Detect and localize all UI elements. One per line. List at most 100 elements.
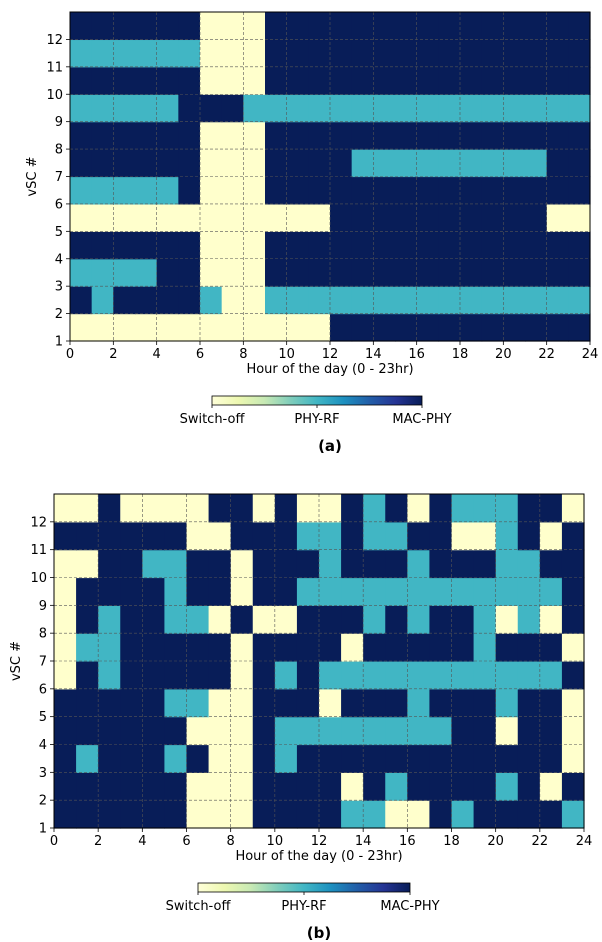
heatmap-cell [98, 549, 121, 579]
heatmap-cell [481, 286, 504, 315]
heatmap-cell [438, 121, 461, 150]
heatmap-cell [296, 605, 320, 634]
heatmap-cell [178, 94, 201, 123]
heatmap-cell [373, 231, 396, 260]
heatmap-cell [98, 521, 121, 551]
heatmap-cell [243, 121, 266, 150]
heatmap-cell [142, 661, 166, 690]
heatmap-cell [186, 744, 210, 773]
heatmap-cell [385, 577, 408, 606]
heatmap-cell [135, 313, 158, 342]
heatmap-cell [308, 94, 331, 123]
heatmap-cell [546, 231, 569, 260]
heatmap-cell [429, 800, 453, 829]
heatmap-cell [286, 149, 309, 178]
heatmap-cell [407, 521, 431, 551]
x-tick-label: 22 [532, 834, 549, 849]
heatmap-cell [286, 94, 309, 123]
heatmap-cell [274, 716, 298, 746]
heatmap-cell [186, 772, 210, 801]
heatmap-cell [54, 688, 77, 718]
heatmap-cell [120, 605, 143, 634]
colorbar-ticks-b [197, 892, 411, 895]
heatmap-cell [429, 716, 453, 746]
heatmap-cell [296, 800, 320, 829]
heatmap-cell [546, 12, 569, 41]
y-tick-label: 8 [39, 627, 47, 642]
heatmap-cell [395, 203, 418, 232]
heatmap-cell [252, 494, 276, 523]
heatmap-cell [460, 149, 483, 178]
heatmap-cell [98, 688, 121, 718]
heatmap-cell [319, 716, 342, 746]
heatmap-cell [186, 688, 210, 718]
heatmap-cell [407, 577, 431, 606]
colorbar-gradient-a [211, 395, 423, 406]
colorbar-label-switch-off-b: Switch-off [166, 899, 232, 914]
heatmap-cell [286, 176, 309, 205]
x-tick-label: 4 [138, 834, 146, 849]
heatmap-cell [230, 549, 254, 579]
heatmap-cell [208, 549, 232, 579]
heatmap-cell [221, 203, 244, 232]
heatmap-cell [416, 94, 439, 123]
heatmap-cell [451, 633, 475, 662]
heatmap-cell [429, 772, 453, 801]
heatmap-cell [319, 744, 342, 773]
heatmap-cell [407, 744, 431, 773]
heatmap-cell [517, 800, 541, 829]
heatmap-cell [473, 633, 497, 662]
heatmap-cell [221, 94, 244, 123]
heatmap-cell [230, 494, 254, 523]
heatmap-cell [98, 633, 121, 662]
heatmap-cell [274, 549, 298, 579]
x-tick-label: 16 [399, 834, 416, 849]
heatmap-cell [252, 716, 276, 746]
heatmap-cell [120, 494, 143, 523]
colorbar-label-switch-off-a: Switch-off [180, 412, 246, 427]
x-tick-label: 0 [50, 834, 58, 849]
heatmap-cell [230, 744, 254, 773]
heatmap-cell [308, 121, 331, 150]
heatmap-cell [135, 12, 158, 41]
heatmap-cell [164, 716, 188, 746]
heatmap-cell [416, 203, 439, 232]
heatmap-cell [243, 12, 266, 41]
heatmap-cell [473, 744, 497, 773]
heatmap-cell [525, 66, 548, 95]
heatmap-cell [429, 633, 453, 662]
heatmap-cell [429, 688, 453, 718]
heatmap-cell [186, 800, 210, 829]
heatmap-cell [296, 661, 320, 690]
heatmap-cell [539, 577, 563, 606]
heatmap-cell [286, 286, 309, 315]
heatmap-cell [568, 313, 591, 342]
heatmap-cell [164, 661, 188, 690]
heatmap-cell [373, 39, 396, 68]
heatmap-cell [416, 66, 439, 95]
heatmap-cell [178, 66, 201, 95]
heatmap-cell [395, 176, 418, 205]
heatmap-cell [546, 286, 569, 315]
heatmap-cell [296, 577, 320, 606]
x-tick-label: 12 [322, 347, 339, 362]
colorbar-label-mac-phy-b: MAC-PHY [380, 899, 439, 914]
heatmap-cell [54, 661, 77, 690]
heatmap-cell [539, 772, 563, 801]
heatmap-cell [200, 176, 223, 205]
heatmap-cell [341, 549, 364, 579]
heatmap-cell [395, 313, 418, 342]
heatmap-cell [91, 39, 114, 68]
heatmap-cell [503, 313, 526, 342]
heatmap-cell [120, 744, 143, 773]
heatmap-cell [568, 12, 591, 41]
heatmap-cell [120, 772, 143, 801]
heatmap-cell [186, 661, 210, 690]
heatmap-cell [98, 577, 121, 606]
heatmap-cell [395, 94, 418, 123]
heatmap-cell [230, 605, 254, 634]
heatmap-cell [373, 121, 396, 150]
panel-label-b: (b) [307, 924, 331, 942]
